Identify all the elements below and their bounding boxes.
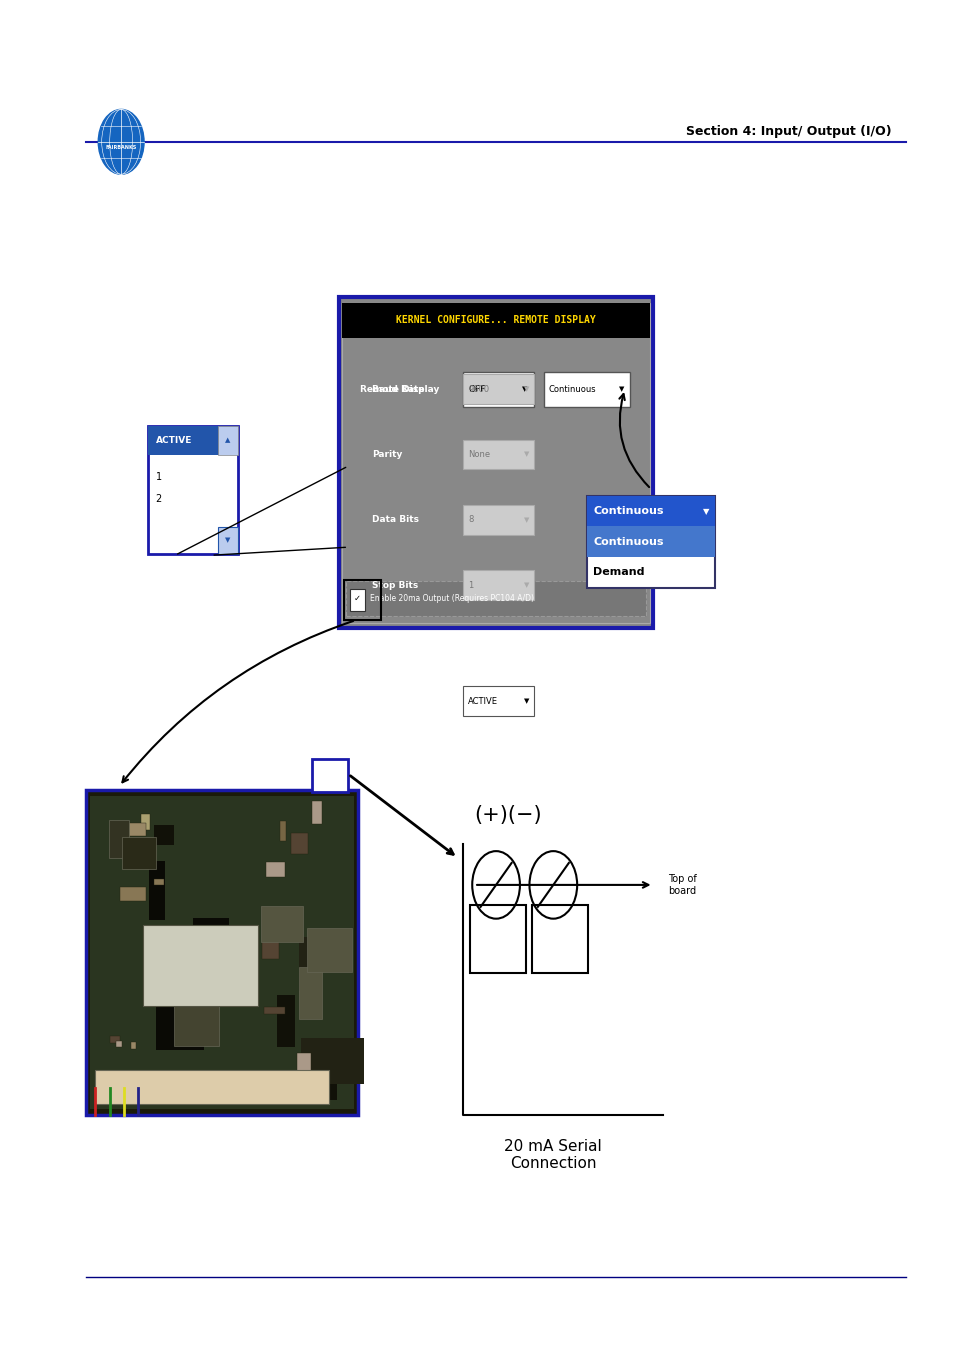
Text: Stop Bits: Stop Bits [372,581,417,590]
FancyBboxPatch shape [307,928,352,971]
FancyBboxPatch shape [261,907,302,942]
FancyBboxPatch shape [154,880,164,885]
Text: 8: 8 [468,515,474,524]
Text: ▼: ▼ [618,386,624,392]
Circle shape [472,851,519,919]
FancyBboxPatch shape [291,834,308,854]
FancyBboxPatch shape [338,297,653,628]
FancyBboxPatch shape [120,886,146,901]
FancyBboxPatch shape [155,989,204,1050]
Text: 2: 2 [155,493,162,504]
FancyBboxPatch shape [586,527,715,557]
FancyBboxPatch shape [110,820,129,858]
FancyBboxPatch shape [277,994,294,1047]
FancyBboxPatch shape [124,823,146,836]
FancyBboxPatch shape [90,796,354,1109]
Text: Top of
board: Top of board [667,874,696,896]
Text: ▼: ▼ [523,451,529,458]
Text: 20 mA Serial
Connection: 20 mA Serial Connection [504,1139,601,1171]
Text: FAIRBANKS: FAIRBANKS [106,145,136,150]
Text: Continuous: Continuous [548,385,596,393]
FancyBboxPatch shape [141,815,150,830]
FancyBboxPatch shape [86,790,357,1115]
Text: ▼: ▼ [521,386,527,392]
FancyBboxPatch shape [462,372,534,407]
FancyBboxPatch shape [312,801,322,824]
FancyBboxPatch shape [153,824,174,846]
FancyBboxPatch shape [193,917,229,978]
Text: Section 4: Input/ Output (I/O): Section 4: Input/ Output (I/O) [685,124,891,138]
FancyBboxPatch shape [586,496,715,527]
FancyBboxPatch shape [462,439,534,469]
FancyBboxPatch shape [296,1054,311,1074]
FancyBboxPatch shape [462,505,534,535]
Circle shape [98,109,144,174]
Text: (+)(−): (+)(−) [474,805,541,824]
FancyBboxPatch shape [143,925,257,1006]
FancyBboxPatch shape [462,374,534,404]
FancyBboxPatch shape [262,939,278,959]
FancyBboxPatch shape [131,1042,135,1048]
Text: ACTIVE: ACTIVE [468,697,497,705]
Text: None: None [468,450,490,459]
FancyBboxPatch shape [299,938,321,990]
FancyBboxPatch shape [95,1070,329,1104]
Text: ▼: ▼ [523,582,529,588]
FancyBboxPatch shape [148,426,238,554]
Text: Data Bits: Data Bits [372,515,418,524]
Text: ▼: ▼ [225,538,231,543]
FancyBboxPatch shape [532,905,587,973]
Text: Scale: Scale [372,697,399,705]
Text: Continuous: Continuous [593,507,663,516]
Text: Enable 20ma Output (Requires PC104 A/D): Enable 20ma Output (Requires PC104 A/D) [370,594,534,603]
Text: Parity: Parity [372,450,402,459]
Text: ▼: ▼ [523,386,529,392]
Text: ACTIVE: ACTIVE [155,436,192,444]
FancyBboxPatch shape [279,821,286,842]
FancyBboxPatch shape [342,303,649,338]
Text: Demand: Demand [593,567,644,577]
FancyBboxPatch shape [122,838,155,869]
FancyBboxPatch shape [111,1036,119,1043]
FancyBboxPatch shape [301,1038,364,1084]
Text: 1: 1 [468,581,474,590]
Text: Baud Rate: Baud Rate [372,385,424,393]
FancyBboxPatch shape [174,996,218,1046]
FancyBboxPatch shape [350,589,365,611]
Text: Remote Display: Remote Display [359,385,438,393]
Text: ▼: ▼ [523,698,529,704]
FancyBboxPatch shape [116,1042,122,1047]
Text: 1: 1 [155,471,161,482]
Text: Continuous: Continuous [593,536,663,547]
Text: KERNEL CONFIGURE... REMOTE DISPLAY: KERNEL CONFIGURE... REMOTE DISPLAY [395,315,596,326]
FancyBboxPatch shape [295,1084,336,1100]
FancyBboxPatch shape [266,862,285,877]
FancyBboxPatch shape [586,496,715,588]
FancyBboxPatch shape [299,967,322,1019]
FancyBboxPatch shape [264,1006,285,1013]
FancyBboxPatch shape [470,905,525,973]
FancyBboxPatch shape [346,581,645,616]
Circle shape [529,851,577,919]
Text: ▼: ▼ [702,507,708,516]
FancyBboxPatch shape [312,759,348,792]
FancyBboxPatch shape [149,861,165,920]
FancyBboxPatch shape [462,686,534,716]
Text: 9600: 9600 [468,385,489,393]
FancyBboxPatch shape [217,527,238,554]
FancyBboxPatch shape [264,913,278,924]
FancyBboxPatch shape [148,426,238,455]
Text: ✓: ✓ [354,594,361,603]
Text: OFF: OFF [468,385,485,393]
FancyBboxPatch shape [217,426,238,455]
FancyBboxPatch shape [543,372,629,407]
Text: ▲: ▲ [225,438,231,443]
FancyBboxPatch shape [462,570,534,600]
Text: ▼: ▼ [523,517,529,523]
